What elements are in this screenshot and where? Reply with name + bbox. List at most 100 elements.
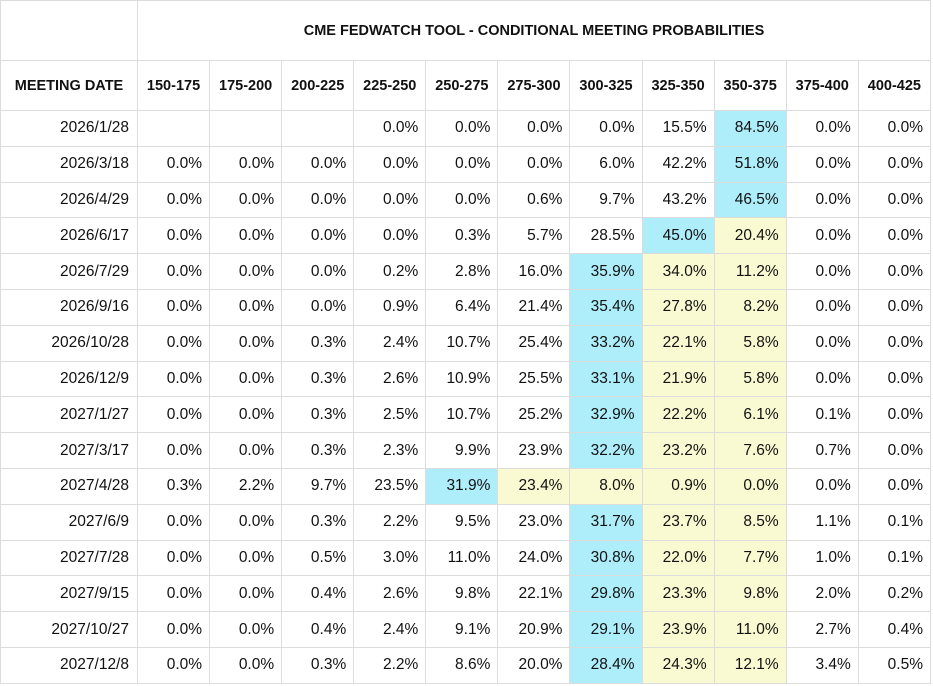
probability-cell: 8.2% xyxy=(713,288,787,326)
probability-cell: 0.0% xyxy=(857,181,932,219)
data-row: 2026/6/17 0.0% 0.0% 0.0% 0.0% 0.3% 5.7% 28.5% 45… xyxy=(0,217,932,255)
probability-cell: 2.0% xyxy=(785,575,859,613)
data-row: 2027/6/9 0.0% 0.0% 0.3% 2.2% 9.5% 23.0% 31.7% 23… xyxy=(0,503,932,541)
column-header: 375-400 xyxy=(785,60,859,111)
probability-cell: 0.0% xyxy=(785,110,859,147)
meeting-date: 2026/3/18 xyxy=(0,145,138,183)
column-header: 300-325 xyxy=(569,60,643,111)
title-row: CME FEDWATCH TOOL - CONDITIONAL MEETING … xyxy=(0,0,931,61)
data-row: 2027/3/17 0.0% 0.0% 0.3% 2.3% 9.9% 23.9% 32.2% 2… xyxy=(0,432,932,469)
probability-cell: 28.4% xyxy=(569,646,643,684)
probability-cell: 11.0% xyxy=(425,539,499,577)
probability-cell: 1.1% xyxy=(785,503,859,541)
probability-cell: 5.7% xyxy=(497,217,571,255)
column-header: 325-350 xyxy=(641,60,715,111)
probability-cell: 0.0% xyxy=(209,324,283,362)
probability-cell: 0.0% xyxy=(785,288,859,326)
probability-cell: 24.0% xyxy=(497,539,571,577)
probability-cell: 0.6% xyxy=(497,181,571,219)
probability-cell: 2.2% xyxy=(353,503,427,541)
meeting-date: 2027/3/17 xyxy=(0,432,138,469)
probability-cell: 51.8% xyxy=(713,145,787,183)
probability-cell: 2.4% xyxy=(353,611,427,648)
corner-cell xyxy=(0,0,138,61)
column-header: 250-275 xyxy=(425,60,499,111)
probability-cell: 0.0% xyxy=(497,145,571,183)
meeting-date: 2027/7/28 xyxy=(0,539,138,577)
probability-cell: 25.4% xyxy=(497,324,571,362)
probability-cell: 11.2% xyxy=(713,253,787,290)
probability-cell: 7.7% xyxy=(713,539,787,577)
probability-cell: 0.0% xyxy=(785,467,859,505)
data-row: 2026/10/28 0.0% 0.0% 0.3% 2.4% 10.7% 25.4% 33.2… xyxy=(0,324,932,362)
probability-cell: 43.2% xyxy=(641,181,715,219)
probability-cell: 0.0% xyxy=(209,646,283,684)
probability-cell: 6.1% xyxy=(713,396,787,434)
probability-cell: 6.4% xyxy=(425,288,499,326)
probability-cell: 29.8% xyxy=(569,575,643,613)
probability-cell: 0.0% xyxy=(136,288,211,326)
probability-cell: 10.9% xyxy=(425,360,499,398)
probability-cell: 0.0% xyxy=(136,575,211,613)
probability-cell: 35.9% xyxy=(569,253,643,290)
probability-cell: 10.7% xyxy=(425,324,499,362)
probability-cell: 34.0% xyxy=(641,253,715,290)
probability-cell: 42.2% xyxy=(641,145,715,183)
probability-cell: 0.0% xyxy=(353,110,427,147)
probability-cell: 23.9% xyxy=(641,611,715,648)
probability-cell: 8.6% xyxy=(425,646,499,684)
meeting-date: 2027/4/28 xyxy=(0,467,138,505)
probability-cell: 0.0% xyxy=(136,503,211,541)
empty-cell xyxy=(281,110,355,147)
probability-cell: 0.9% xyxy=(641,467,715,505)
probability-cell: 9.7% xyxy=(569,181,643,219)
probability-cell: 0.0% xyxy=(785,253,859,290)
probability-cell: 0.0% xyxy=(425,110,499,147)
probability-cell: 21.4% xyxy=(497,288,571,326)
probability-cell: 0.0% xyxy=(209,539,283,577)
probability-cell: 21.9% xyxy=(641,360,715,398)
meeting-date: 2027/12/8 xyxy=(0,646,138,684)
probability-cell: 0.0% xyxy=(785,181,859,219)
probability-cell: 0.0% xyxy=(353,217,427,255)
probability-cell: 0.0% xyxy=(136,432,211,469)
probability-cell: 23.9% xyxy=(497,432,571,469)
probability-cell: 0.0% xyxy=(136,181,211,219)
probability-cell: 0.3% xyxy=(136,467,211,505)
probability-cell: 0.0% xyxy=(857,110,932,147)
probability-cell: 24.3% xyxy=(641,646,715,684)
probability-cell: 0.0% xyxy=(136,217,211,255)
column-header: 225-250 xyxy=(353,60,427,111)
meeting-date: 2026/7/29 xyxy=(0,253,138,290)
probability-cell: 0.0% xyxy=(281,181,355,219)
probability-cell: 0.0% xyxy=(425,181,499,219)
data-row: 2026/1/28 0.0% 0.0% 0.0% 0.0% 15.5% 84.5% 0.0% 0… xyxy=(0,110,932,147)
data-row: 2026/9/16 0.0% 0.0% 0.0% 0.9% 6.4% 21.4% 35.4% 2… xyxy=(0,288,932,326)
probability-cell: 0.4% xyxy=(281,575,355,613)
probability-cell: 0.0% xyxy=(209,288,283,326)
probability-cell: 22.0% xyxy=(641,539,715,577)
probability-cell: 31.9% xyxy=(425,467,499,505)
meeting-date: 2026/9/16 xyxy=(0,288,138,326)
probability-cell: 0.3% xyxy=(281,646,355,684)
probability-cell: 11.0% xyxy=(713,611,787,648)
column-header: 350-375 xyxy=(713,60,787,111)
probability-cell: 0.0% xyxy=(209,575,283,613)
probability-cell: 0.0% xyxy=(785,217,859,255)
probability-cell: 29.1% xyxy=(569,611,643,648)
probability-cell: 0.4% xyxy=(857,611,932,648)
column-header: 275-300 xyxy=(497,60,571,111)
probability-cell: 0.0% xyxy=(281,253,355,290)
probability-cell: 0.0% xyxy=(785,145,859,183)
probability-cell: 0.0% xyxy=(713,467,787,505)
probability-cell: 0.0% xyxy=(209,503,283,541)
probability-cell: 9.8% xyxy=(713,575,787,613)
probability-cell: 9.7% xyxy=(281,467,355,505)
probability-cell: 0.0% xyxy=(857,360,932,398)
probability-cell: 0.0% xyxy=(785,360,859,398)
probability-cell: 0.0% xyxy=(857,288,932,326)
probability-cell: 27.8% xyxy=(641,288,715,326)
column-header: MEETING DATE xyxy=(0,60,138,111)
probability-cell: 0.0% xyxy=(857,432,932,469)
data-row: 2026/3/18 0.0% 0.0% 0.0% 0.0% 0.0% 0.0% 6.0% 42.… xyxy=(0,145,932,183)
